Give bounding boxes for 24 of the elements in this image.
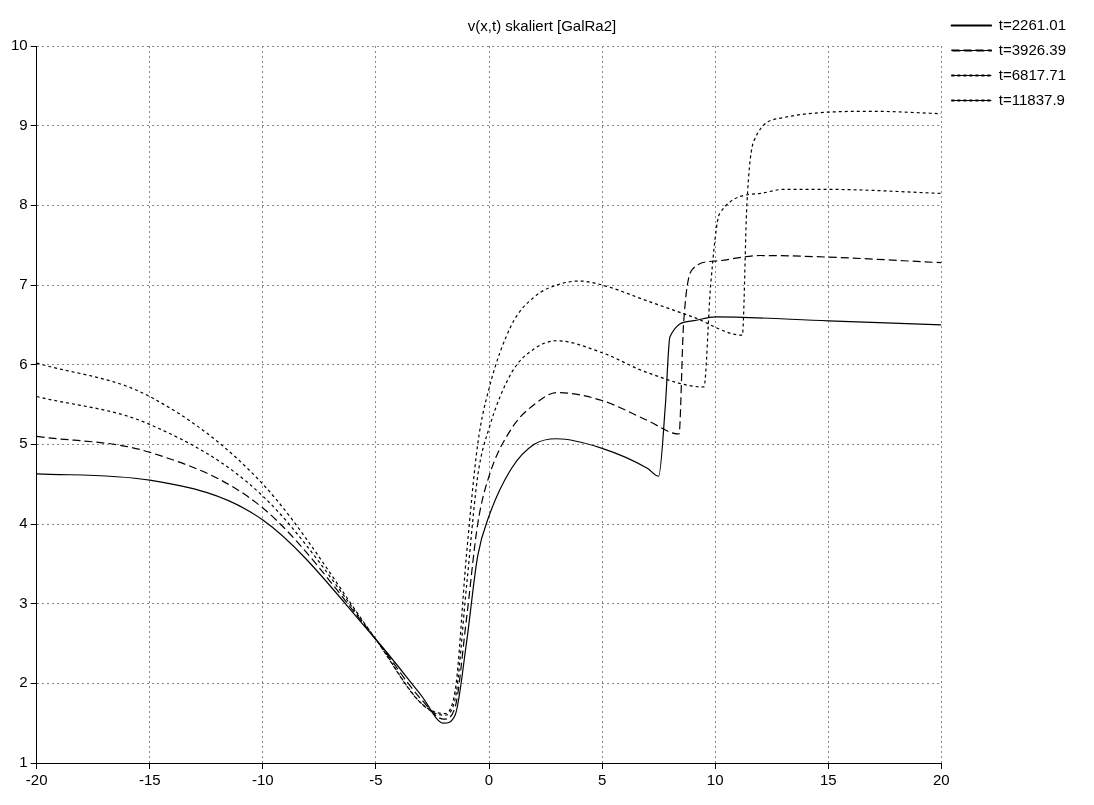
y-tick-label: 1 bbox=[19, 753, 28, 771]
y-tick-label: 3 bbox=[19, 593, 28, 611]
legend-label: t=6817.71 bbox=[998, 65, 1067, 83]
y-tick-label: 4 bbox=[19, 514, 28, 532]
legend-label: t=2261.01 bbox=[998, 15, 1067, 33]
x-tick-label: 20 bbox=[933, 771, 950, 789]
y-tick-label: 6 bbox=[19, 354, 28, 372]
x-tick-label: -10 bbox=[252, 771, 274, 789]
y-tick-label: 7 bbox=[19, 275, 28, 293]
legend-label: t=11837.9 bbox=[998, 90, 1065, 108]
x-tick-label: 15 bbox=[819, 771, 837, 789]
y-tick-label: 2 bbox=[19, 673, 28, 691]
y-tick-label: 8 bbox=[19, 195, 28, 213]
legend-label: t=3926.39 bbox=[998, 40, 1067, 58]
y-tick-label: 10 bbox=[11, 36, 28, 54]
x-tick-label: -15 bbox=[138, 771, 161, 789]
x-tick-label: 0 bbox=[484, 771, 494, 789]
y-tick-label: 9 bbox=[19, 115, 28, 133]
y-tick-label: 5 bbox=[19, 434, 28, 452]
x-tick-label: 5 bbox=[597, 771, 607, 789]
x-tick-label: -5 bbox=[369, 771, 383, 789]
x-tick-label: 10 bbox=[706, 771, 724, 789]
x-tick-label: -20 bbox=[25, 771, 48, 789]
chart-title: v(x,t) skaliert [GalRa2] bbox=[467, 17, 617, 35]
